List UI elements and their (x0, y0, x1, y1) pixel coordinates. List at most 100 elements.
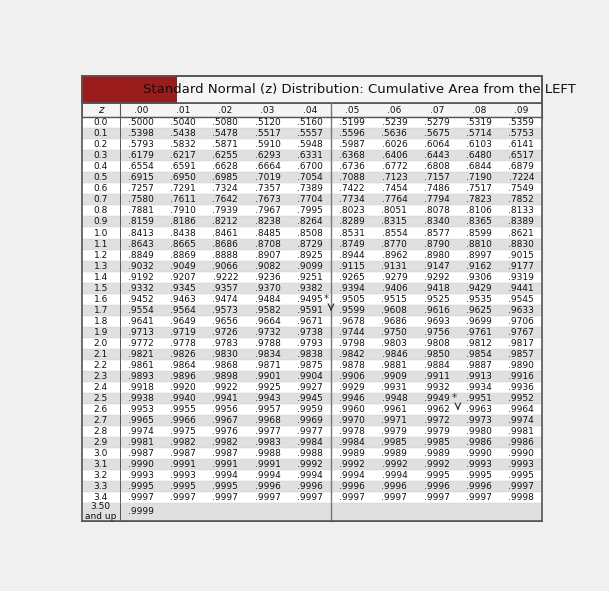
Text: .9599: .9599 (339, 306, 365, 314)
Text: .9909: .9909 (381, 372, 407, 381)
Text: .9726: .9726 (213, 327, 238, 337)
Text: .7764: .7764 (382, 196, 407, 204)
Text: .9803: .9803 (381, 339, 407, 348)
Text: .9985: .9985 (424, 438, 449, 447)
Text: .9896: .9896 (170, 372, 196, 381)
Bar (82, 470, 543, 481)
Text: .8665: .8665 (170, 239, 196, 249)
Text: .9884: .9884 (424, 361, 449, 370)
Text: .9997: .9997 (424, 493, 449, 502)
Text: .5871: .5871 (213, 141, 238, 150)
Text: .9744: .9744 (339, 327, 365, 337)
Text: .9678: .9678 (339, 317, 365, 326)
Text: 2.8: 2.8 (94, 427, 108, 436)
Text: .9545: .9545 (509, 294, 534, 304)
Text: .9975: .9975 (170, 427, 196, 436)
Text: .8849: .8849 (128, 251, 153, 259)
Text: .9554: .9554 (128, 306, 153, 314)
Bar (82, 316, 543, 327)
Text: .9972: .9972 (424, 416, 449, 425)
Text: .9906: .9906 (339, 372, 365, 381)
Text: .9319: .9319 (509, 272, 534, 281)
Text: .9418: .9418 (424, 284, 449, 293)
Text: .9994: .9994 (297, 471, 323, 480)
Text: .8159: .8159 (128, 217, 153, 226)
Text: .9901: .9901 (255, 372, 281, 381)
Text: .9984: .9984 (297, 438, 323, 447)
Text: .9978: .9978 (339, 427, 365, 436)
Text: .9857: .9857 (509, 350, 534, 359)
Text: .5557: .5557 (297, 129, 323, 138)
Text: .9861: .9861 (128, 361, 153, 370)
Text: .9846: .9846 (382, 350, 407, 359)
Text: .9699: .9699 (466, 317, 492, 326)
Text: .6628: .6628 (213, 163, 238, 171)
Text: .9015: .9015 (509, 251, 534, 259)
Bar (82, 271, 543, 282)
Text: 0.1: 0.1 (94, 129, 108, 138)
Text: .6736: .6736 (339, 163, 365, 171)
Text: .9871: .9871 (255, 361, 281, 370)
Text: .9474: .9474 (213, 294, 238, 304)
Text: .8238: .8238 (255, 217, 280, 226)
Text: .8413: .8413 (128, 229, 153, 238)
Bar (82, 76, 177, 103)
Text: .7734: .7734 (339, 196, 365, 204)
Text: .9964: .9964 (509, 405, 534, 414)
Text: .6179: .6179 (128, 151, 153, 160)
Text: 1.5: 1.5 (94, 284, 108, 293)
Text: .9997: .9997 (466, 493, 492, 502)
Text: 3.3: 3.3 (94, 482, 108, 491)
Text: .8365: .8365 (466, 217, 492, 226)
Text: .9955: .9955 (170, 405, 196, 414)
Text: .01: .01 (176, 106, 190, 115)
Text: 1.7: 1.7 (94, 306, 108, 314)
Text: .07: .07 (429, 106, 444, 115)
Text: .9032: .9032 (128, 262, 153, 271)
Text: .9306: .9306 (466, 272, 492, 281)
Text: 0.6: 0.6 (94, 184, 108, 193)
Text: .8962: .8962 (382, 251, 407, 259)
Bar (82, 194, 543, 206)
Text: .9996: .9996 (381, 482, 407, 491)
Text: .8729: .8729 (297, 239, 323, 249)
Text: .7157: .7157 (424, 173, 449, 183)
Text: .6700: .6700 (297, 163, 323, 171)
Bar (82, 404, 543, 415)
Text: .5040: .5040 (170, 118, 196, 127)
Text: .9976: .9976 (213, 427, 238, 436)
Text: .8212: .8212 (213, 217, 238, 226)
Text: .9961: .9961 (381, 405, 407, 414)
Text: .9968: .9968 (255, 416, 281, 425)
Text: 0.4: 0.4 (94, 163, 108, 171)
Text: 1.4: 1.4 (94, 272, 108, 281)
Text: .9719: .9719 (170, 327, 196, 337)
Text: 0.8: 0.8 (94, 206, 108, 216)
Text: .9732: .9732 (255, 327, 280, 337)
Text: .7823: .7823 (466, 196, 492, 204)
Text: .9633: .9633 (509, 306, 534, 314)
Text: .9911: .9911 (424, 372, 449, 381)
Text: .8888: .8888 (213, 251, 238, 259)
Text: .6443: .6443 (424, 151, 449, 160)
Text: .00: .00 (133, 106, 148, 115)
Text: .8485: .8485 (255, 229, 280, 238)
Bar (82, 459, 543, 470)
Text: .9980: .9980 (466, 427, 492, 436)
Text: .9997: .9997 (381, 493, 407, 502)
Text: .7291: .7291 (170, 184, 196, 193)
Text: .9382: .9382 (297, 284, 323, 293)
Text: *: * (452, 393, 457, 403)
Text: .9798: .9798 (339, 339, 365, 348)
Text: .7088: .7088 (339, 173, 365, 183)
Text: .9345: .9345 (170, 284, 196, 293)
Text: .5832: .5832 (170, 141, 196, 150)
Text: .8621: .8621 (509, 229, 534, 238)
Text: .9977: .9977 (297, 427, 323, 436)
Text: .7549: .7549 (509, 184, 534, 193)
Text: .09: .09 (514, 106, 529, 115)
Text: .9394: .9394 (339, 284, 365, 293)
Text: .6985: .6985 (213, 173, 238, 183)
Text: .7389: .7389 (297, 184, 323, 193)
Text: .9222: .9222 (213, 272, 238, 281)
